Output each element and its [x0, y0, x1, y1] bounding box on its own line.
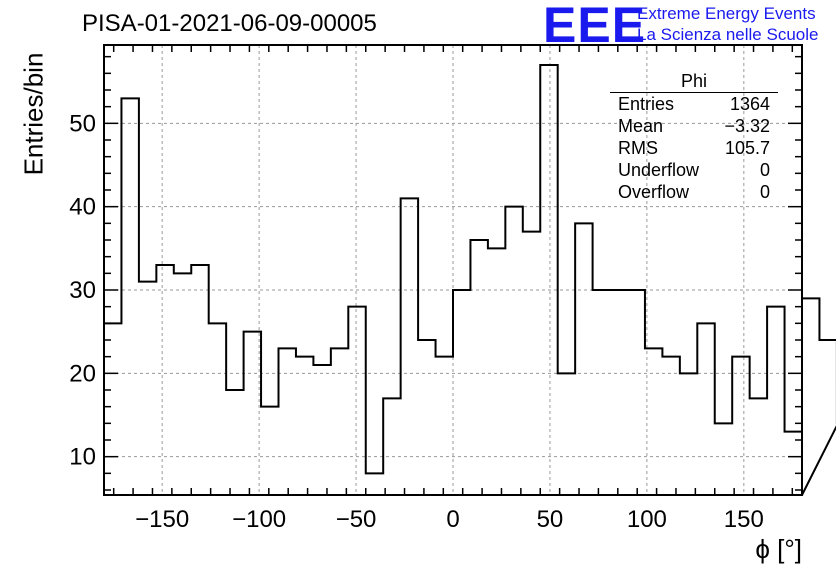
stats-label: Mean: [618, 116, 664, 136]
y-axis-label: Entries/bin: [18, 52, 49, 176]
eee-logo: EEE: [543, 0, 647, 53]
stats-value: −3.32: [724, 116, 770, 136]
stats-row-underflow: Underflow 0: [610, 159, 778, 181]
x-tick-label: 50: [537, 506, 564, 533]
axis-ticks: [104, 45, 802, 495]
y-tick-label: 30: [69, 277, 96, 304]
x-axis-label: ϕ [°]: [755, 534, 802, 564]
x-tick-label: 100: [627, 506, 667, 533]
x-tick-labels: −150 −100 −50 0 50 100 150: [135, 506, 764, 533]
stats-value: 1364: [729, 94, 770, 114]
eee-logo-line2: La Scienza nelle Scuole: [637, 25, 819, 44]
stats-value: 0: [759, 182, 770, 202]
stats-value: 0: [759, 160, 770, 180]
plot-frame: [103, 44, 803, 496]
stats-value: 105.7: [724, 138, 770, 158]
y-tick-label: 10: [69, 444, 96, 471]
x-tick-label: −100: [232, 506, 286, 533]
x-tick-label: 150: [724, 506, 764, 533]
x-tick-label: −50: [336, 506, 377, 533]
histogram-step-line: [103, 64, 836, 496]
stats-box: Phi Entries 1364 Mean −3.32 RMS 105.7 Un…: [610, 70, 778, 203]
stats-label: Underflow: [618, 160, 700, 180]
stats-row-mean: Mean −3.32: [610, 115, 778, 137]
y-tick-label: 20: [69, 360, 96, 387]
y-tick-label: 50: [69, 110, 96, 137]
eee-logo-line1: Extreme Energy Events: [637, 4, 816, 23]
stats-row-overflow: Overflow 0: [610, 181, 778, 203]
stats-row-rms: RMS 105.7: [610, 137, 778, 159]
x-tick-label: 0: [446, 506, 459, 533]
stats-row-entries: Entries 1364: [610, 93, 778, 115]
chart-title: PISA-01-2021-06-09-00005: [82, 10, 377, 37]
y-tick-labels: 10 20 30 40 50: [69, 110, 96, 470]
stats-label: RMS: [618, 138, 658, 158]
stats-title: Phi: [610, 70, 778, 93]
x-tick-label: −150: [135, 506, 189, 533]
stats-label: Entries: [618, 94, 675, 114]
y-tick-label: 40: [69, 194, 96, 221]
stats-label: Overflow: [618, 182, 690, 202]
